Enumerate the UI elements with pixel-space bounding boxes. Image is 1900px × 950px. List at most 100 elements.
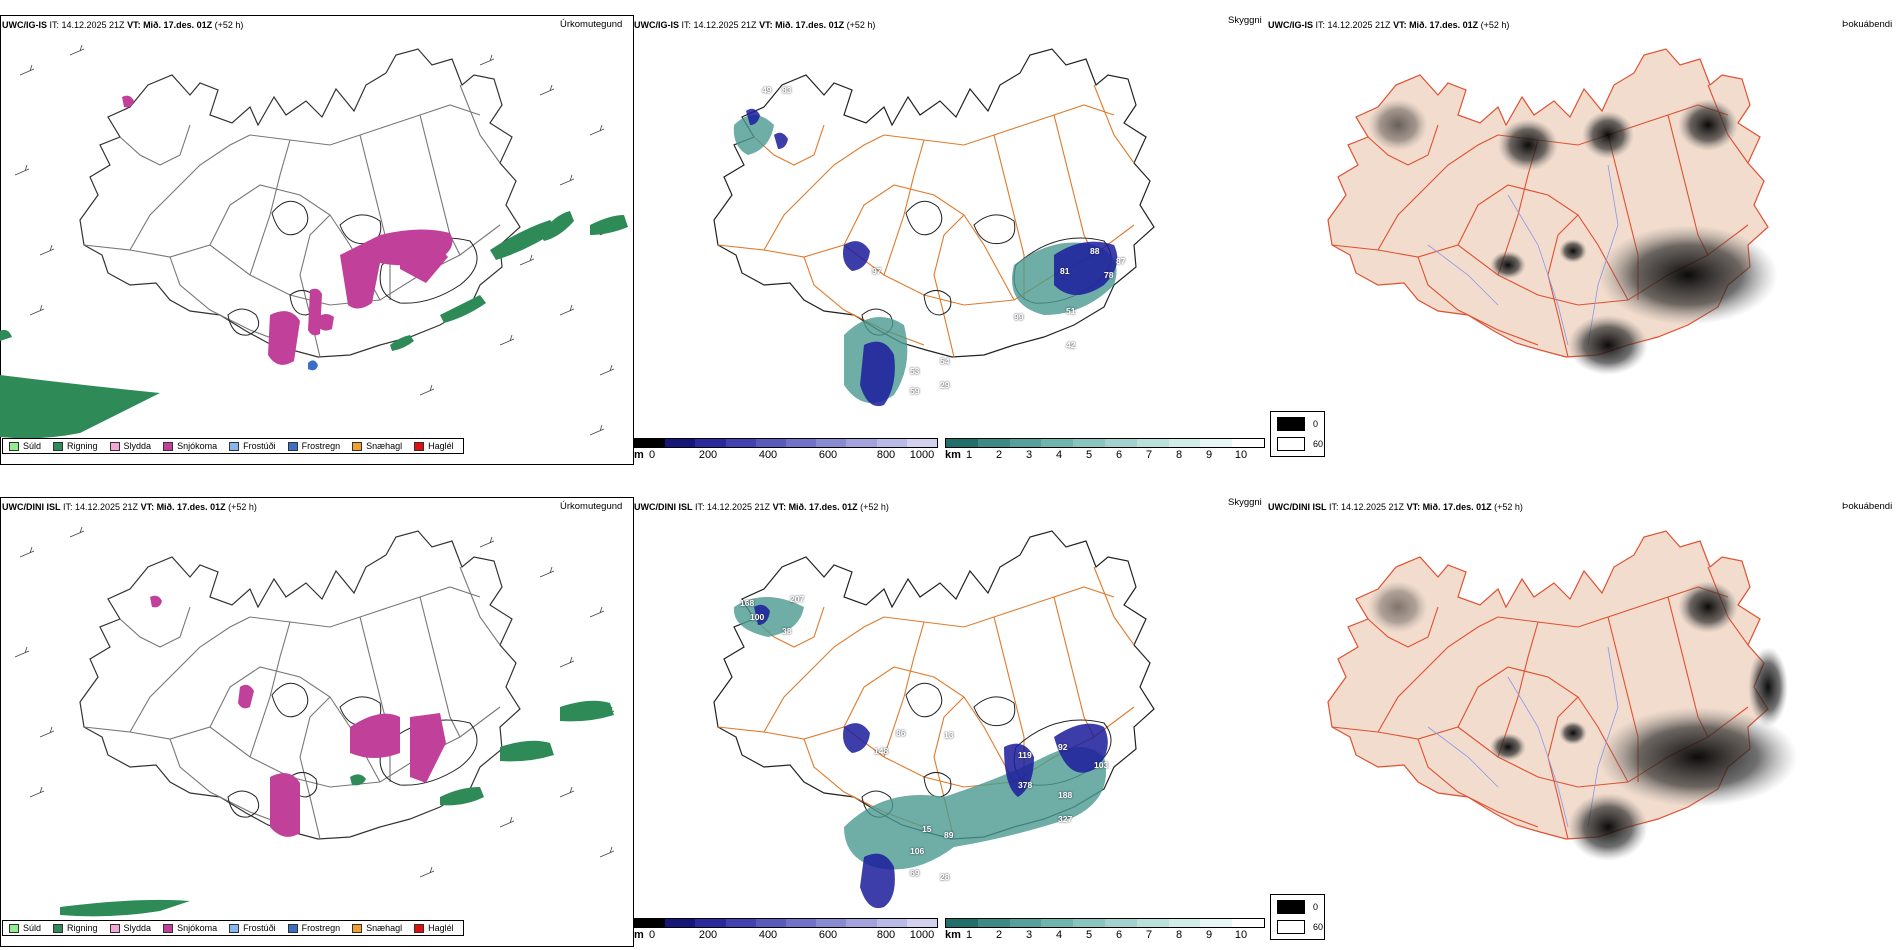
rain-areas xyxy=(350,740,554,806)
vis-label: 81 xyxy=(1060,266,1070,276)
vis-label: 51 xyxy=(1066,306,1076,316)
visibility-tick: 6 xyxy=(1115,929,1123,941)
visibility-colorbar-top xyxy=(945,438,1265,448)
sleet-swatch xyxy=(109,923,120,933)
wind-barbs xyxy=(14,44,615,436)
ceiling-tick: 800 xyxy=(876,929,896,941)
vis-label: 59 xyxy=(910,386,920,396)
vis-label: 78 xyxy=(1104,270,1114,280)
snow-areas xyxy=(150,595,446,837)
snow-swatch xyxy=(163,923,174,933)
legend-label: Frostregn xyxy=(301,441,341,451)
ceiling-unit-top: m xyxy=(634,449,644,461)
visibility-title-top: Skyggni xyxy=(1228,15,1262,26)
vis-label: 99 xyxy=(1014,312,1024,322)
visibility-panel-bottom: UWC/DINI ISL IT: 14.12.2025 21Z VT: Mið.… xyxy=(634,480,1270,950)
ceiling-tick: 400 xyxy=(758,929,778,941)
rain-sea-e xyxy=(590,215,628,235)
vis-label: 87 xyxy=(1116,256,1126,266)
model-name: UWC/IG-IS xyxy=(634,20,679,30)
fog-legend-value: 60 xyxy=(1313,439,1324,449)
ceiling-tick: 0 xyxy=(648,929,656,941)
fog-legend-top: 0 60 xyxy=(1270,411,1325,457)
ceiling-tick: 0 xyxy=(648,449,656,461)
visibility-tick: 1 xyxy=(965,449,973,461)
issue-time: IT: 14.12.2025 21Z xyxy=(1326,502,1407,512)
precip-map-frame-bottom xyxy=(0,497,634,947)
valid-time: VT: Mið. 17.des. 01Z xyxy=(1393,20,1479,30)
legend-item-snow: Snjókoma xyxy=(163,441,217,451)
legend-label: Snjókoma xyxy=(177,441,218,451)
drizzle-swatch xyxy=(9,441,19,451)
legend-label: Slydda xyxy=(123,441,152,451)
precip-title-top: Úrkomutegund xyxy=(560,19,623,30)
precip-panel-top: UWC/IG-IS IT: 14.12.2025 21Z VT: Mið. 17… xyxy=(0,0,636,470)
snow-pellets-swatch xyxy=(352,441,363,451)
legend-label: Frostregn xyxy=(301,923,341,933)
freezing-rain-swatch xyxy=(287,441,298,451)
ceiling-colorbar-top xyxy=(634,438,938,448)
freezing-drizzle-swatch xyxy=(229,923,240,933)
vis-label: 207 xyxy=(790,594,805,604)
ceiling-tick: 600 xyxy=(818,449,838,461)
rain-areas xyxy=(390,211,574,351)
visibility-tick: 6 xyxy=(1115,449,1123,461)
vis-label: 378 xyxy=(1018,780,1033,790)
fog-legend-white-swatch xyxy=(1277,437,1305,451)
lead-time: (+52 h) xyxy=(857,502,889,512)
fog-title-bottom: Þokuábendi xyxy=(1842,501,1893,512)
visibility-unit-bottom: km xyxy=(945,929,961,941)
precip-legend-bottom: Súld Rigning Slydda Snjókoma Frostúði Fr… xyxy=(2,920,464,936)
vis-label: 49 xyxy=(762,85,772,95)
visibility-tick: 10 xyxy=(1234,929,1248,941)
visibility-tick: 5 xyxy=(1085,449,1093,461)
vis-label: 42 xyxy=(1066,340,1076,350)
vis-label: 54 xyxy=(940,356,950,366)
legend-label: Frostúði xyxy=(243,923,276,933)
visibility-tick: 4 xyxy=(1055,449,1063,461)
wind-barbs xyxy=(14,526,615,878)
vis-label: 15 xyxy=(922,824,932,834)
fog-title-top: Þokuábendi xyxy=(1842,19,1893,30)
vis-label: 83 xyxy=(782,85,792,95)
vis-label: 188 xyxy=(1058,790,1073,800)
legend-item-snow-pellets: Snæhagl xyxy=(352,923,402,933)
vis-label: 38 xyxy=(782,626,792,636)
snow-areas xyxy=(122,95,453,365)
rain-swatch xyxy=(53,441,64,451)
fog-legend-value: 0 xyxy=(1313,419,1319,429)
fog-header-bottom: UWC/DINI ISL IT: 14.12.2025 21Z VT: Mið.… xyxy=(1268,500,1523,514)
sleet-swatch xyxy=(109,441,120,451)
lead-time: (+52 h) xyxy=(844,20,876,30)
legend-label: Rigning xyxy=(67,441,98,451)
fog-map-top xyxy=(1327,48,1778,375)
vis-label: 88 xyxy=(1090,246,1100,256)
rain-sea-w xyxy=(0,329,12,341)
legend-item-sleet: Slydda xyxy=(109,441,152,451)
legend-label: Frostúði xyxy=(243,441,276,451)
precip-title-bottom: Úrkomutegund xyxy=(560,501,623,512)
precip-map-frame-top xyxy=(0,15,634,465)
low-cloud-areas xyxy=(754,604,1108,909)
model-name: UWC/DINI ISL xyxy=(1268,502,1327,512)
fog-legend-black-swatch xyxy=(1277,417,1305,431)
visibility-tick: 8 xyxy=(1175,449,1183,461)
legend-label: Snæhagl xyxy=(366,441,403,451)
fog-map-bottom xyxy=(1327,530,1798,861)
visibility-map-bottom xyxy=(713,530,1155,909)
legend-item-freezing-drizzle: Frostúði xyxy=(229,923,276,933)
ceiling-tick: 200 xyxy=(698,449,718,461)
legend-label: Haglél xyxy=(428,441,454,451)
vis-label: 327 xyxy=(1058,814,1073,824)
vis-label: 29 xyxy=(940,380,950,390)
legend-item-freezing-rain: Frostregn xyxy=(287,441,341,451)
legend-label: Súld xyxy=(23,923,42,933)
issue-time: IT: 14.12.2025 21Z xyxy=(1313,20,1394,30)
visibility-tick: 4 xyxy=(1055,929,1063,941)
rain-swatch xyxy=(53,923,64,933)
visibility-tick: 3 xyxy=(1025,449,1033,461)
visibility-tick: 3 xyxy=(1025,929,1033,941)
freezing-rain xyxy=(308,360,318,371)
vis-label: 97 xyxy=(872,266,882,276)
visibility-tick: 7 xyxy=(1145,449,1153,461)
